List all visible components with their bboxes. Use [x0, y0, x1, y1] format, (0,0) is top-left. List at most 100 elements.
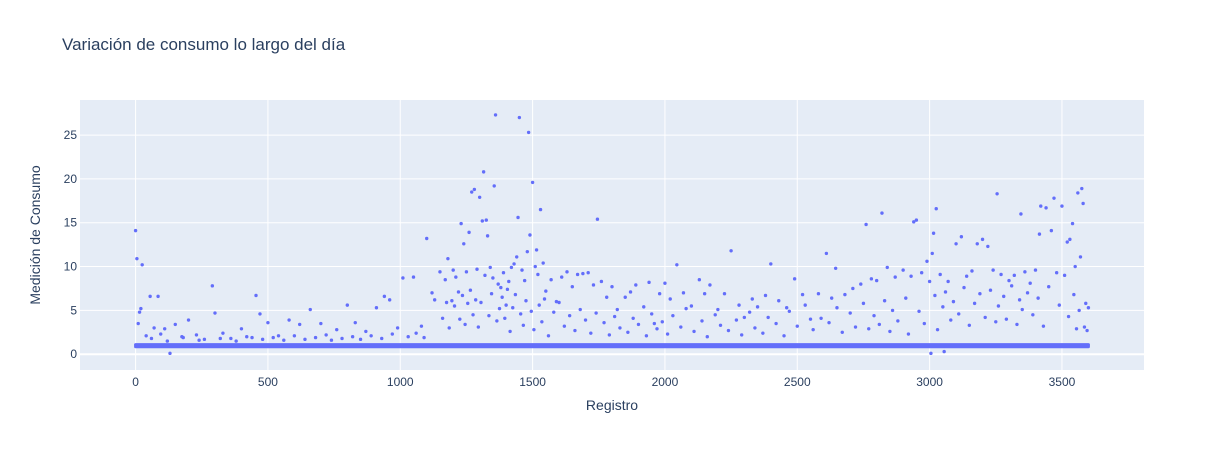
data-point [906, 332, 911, 336]
data-point [473, 298, 478, 302]
data-point [491, 276, 495, 280]
data-point [546, 334, 551, 338]
data-point [573, 328, 577, 333]
x-tick-labels: 0 500 1000 1500 2000 2500 3000 3500 [132, 375, 1075, 389]
data-point [466, 301, 470, 306]
data-point [504, 303, 508, 307]
data-point [634, 283, 638, 287]
data-point [1049, 228, 1054, 233]
data-point [1084, 301, 1088, 306]
data-point [739, 333, 744, 337]
data-point [935, 327, 940, 332]
data-point [505, 287, 510, 292]
data-point [538, 207, 543, 212]
data-point [395, 326, 400, 330]
x-tick-label: 1500 [519, 375, 546, 389]
data-point [901, 268, 905, 272]
data-point [581, 271, 585, 276]
data-point [980, 237, 985, 242]
data-point [967, 323, 972, 327]
data-point [534, 248, 539, 252]
data-point [833, 266, 838, 271]
data-point [769, 262, 773, 266]
data-point [560, 275, 564, 279]
data-point [168, 351, 172, 356]
data-point [930, 251, 934, 256]
data-point [308, 307, 312, 312]
data-point [528, 233, 532, 237]
data-point [1025, 291, 1030, 295]
data-point [1085, 328, 1089, 333]
data-point [464, 270, 469, 274]
data-point [497, 306, 502, 311]
data-point [144, 334, 148, 338]
data-point [586, 270, 590, 275]
x-tick-label: 500 [258, 375, 278, 389]
data-point [541, 261, 545, 265]
data-point [792, 277, 797, 281]
data-point [1054, 270, 1059, 275]
data-point [495, 319, 499, 323]
data-point [1065, 240, 1069, 244]
data-point [941, 305, 945, 309]
data-point [140, 263, 144, 267]
data-point [335, 327, 339, 332]
data-point [909, 274, 913, 278]
data-point [181, 335, 185, 340]
data-point [612, 314, 617, 319]
data-point [254, 293, 258, 298]
data-point [766, 315, 770, 320]
y-tick-label: 15 [64, 216, 78, 230]
data-point [811, 327, 815, 332]
data-point [1068, 237, 1072, 242]
data-point [774, 321, 778, 326]
data-point [1047, 285, 1051, 289]
chart-title: Variación de consumo lo largo del día [62, 35, 346, 54]
x-tick-label: 1000 [387, 375, 414, 389]
data-point [869, 277, 874, 281]
data-point [1031, 313, 1035, 317]
data-point [340, 336, 344, 341]
data-point [929, 351, 933, 356]
data-point [239, 327, 244, 331]
data-point [319, 321, 323, 326]
data-point [668, 297, 672, 301]
data-point [501, 270, 506, 275]
data-point [425, 236, 429, 241]
data-point [287, 318, 291, 322]
data-point [139, 306, 143, 311]
data-point [591, 283, 596, 287]
data-point [840, 330, 844, 335]
data-point [885, 265, 889, 270]
data-point [575, 272, 580, 277]
data-point [995, 192, 999, 196]
data-point [655, 327, 659, 331]
data-point [369, 334, 373, 338]
data-point [517, 115, 522, 120]
data-point [479, 300, 483, 305]
data-point [380, 336, 384, 341]
x-tick-label: 2500 [784, 375, 811, 389]
data-point [406, 334, 410, 339]
x-tick-label: 3500 [1049, 375, 1076, 389]
data-point [594, 311, 598, 315]
data-point [162, 327, 167, 331]
plot-area[interactable] [80, 100, 1144, 370]
data-point [194, 333, 199, 337]
data-point [636, 322, 641, 327]
data-point [1012, 273, 1017, 278]
y-tick-labels: 0 5 10 15 20 25 [64, 128, 78, 361]
data-point [808, 317, 813, 321]
data-point [136, 321, 140, 326]
data-point [951, 299, 956, 304]
data-point [521, 323, 526, 327]
data-point [537, 303, 541, 307]
data-point [156, 294, 160, 299]
data-point [927, 279, 932, 284]
data-point [991, 268, 995, 272]
data-point [516, 215, 520, 220]
data-point [414, 331, 418, 335]
data-point [458, 317, 462, 321]
data-point [803, 303, 807, 307]
